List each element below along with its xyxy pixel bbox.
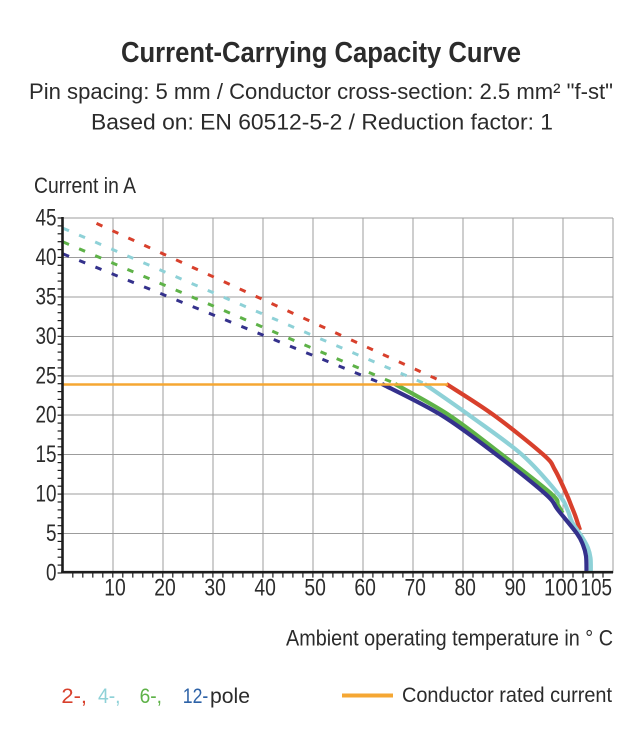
svg-text:Ambient operating temperature: Ambient operating temperature in ° C <box>286 626 613 651</box>
svg-text:70: 70 <box>404 575 426 602</box>
svg-text:Based on: EN 60512-5-2 / Reduc: Based on: EN 60512-5-2 / Reduction facto… <box>91 110 553 135</box>
svg-text:90: 90 <box>504 575 526 602</box>
svg-text:80: 80 <box>454 575 476 602</box>
svg-text:15: 15 <box>36 441 57 468</box>
svg-text:10: 10 <box>104 575 126 602</box>
svg-text:pole: pole <box>210 685 250 708</box>
svg-text:45: 45 <box>36 205 57 232</box>
svg-text:Current in A: Current in A <box>34 173 136 198</box>
svg-text:35: 35 <box>36 283 57 310</box>
svg-text:4-,: 4-, <box>98 685 121 708</box>
svg-text:25: 25 <box>36 362 57 389</box>
svg-text:0: 0 <box>46 560 57 587</box>
svg-text:2-,: 2-, <box>61 685 87 708</box>
svg-text:Current-Carrying Capacity Curv: Current-Carrying Capacity Curve <box>121 37 521 69</box>
svg-text:Pin spacing: 5 mm / Conductor: Pin spacing: 5 mm / Conductor cross-sect… <box>29 79 613 104</box>
svg-text:20: 20 <box>154 575 176 602</box>
svg-text:50: 50 <box>304 575 326 602</box>
svg-text:40: 40 <box>254 575 276 602</box>
svg-text:100: 100 <box>544 575 578 602</box>
svg-text:6-,: 6-, <box>140 685 162 708</box>
svg-text:30: 30 <box>204 575 226 602</box>
svg-text:60: 60 <box>354 575 376 602</box>
svg-text:5: 5 <box>46 520 57 547</box>
svg-text:105: 105 <box>581 575 613 602</box>
svg-text:Conductor rated current: Conductor rated current <box>402 684 612 707</box>
svg-text:40: 40 <box>36 244 57 271</box>
svg-text:10: 10 <box>36 481 57 508</box>
svg-text:12-: 12- <box>183 685 209 708</box>
svg-text:20: 20 <box>36 402 57 429</box>
svg-text:30: 30 <box>36 323 57 350</box>
